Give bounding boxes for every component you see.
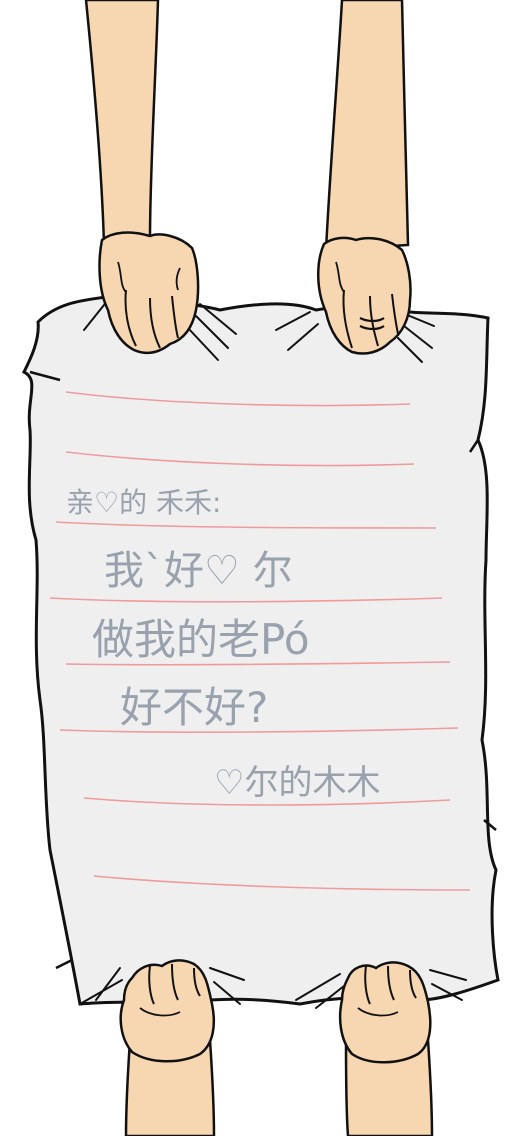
paper-wrinkles xyxy=(79,299,467,1009)
note-signature: ♡尔的木木 xyxy=(214,763,380,803)
note-greeting: 亲♡的 禾禾: xyxy=(66,486,221,519)
upper-left-hand xyxy=(98,231,200,355)
paper-rule-lines xyxy=(49,391,471,891)
lower-right-hand xyxy=(338,961,432,1064)
upper-right-arm xyxy=(324,0,410,252)
lower-left-arm xyxy=(124,1038,216,1136)
note-line-2: 做我的老Pó xyxy=(92,615,310,664)
lower-right-arm xyxy=(344,1038,434,1136)
note-line-1: 我`好♡ 尔 xyxy=(104,548,293,594)
upper-right-hand xyxy=(316,236,412,355)
upper-left-arm xyxy=(84,0,160,247)
lower-left-hand xyxy=(119,959,216,1063)
note-line-3: 好不好? xyxy=(120,683,268,732)
